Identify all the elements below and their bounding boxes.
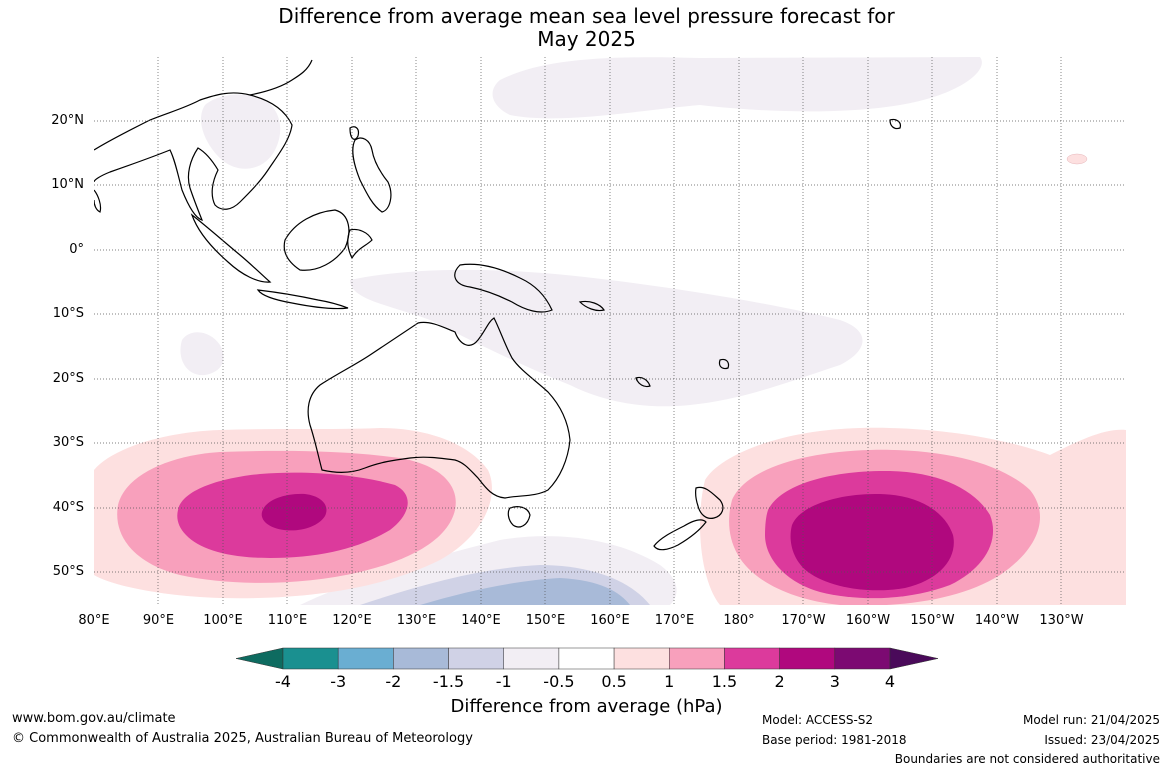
- colorbar-tick-label: 3: [829, 672, 840, 691]
- positive-anomaly-west-2: [261, 493, 327, 531]
- lon-label: 170°E: [654, 613, 695, 628]
- map-title-line2: May 2025: [537, 27, 636, 51]
- positive-anomaly-spot: [1066, 153, 1088, 165]
- colorbar-tick-label: 1: [664, 672, 675, 691]
- lat-label-40s: 40°S: [52, 500, 84, 515]
- footer-url: www.bom.gov.au/climate: [12, 711, 176, 726]
- colorbar: [235, 647, 939, 670]
- colorbar-bin: [724, 647, 780, 670]
- lon-label: 130°W: [1039, 613, 1084, 628]
- lon-label: 80°E: [78, 613, 110, 628]
- sumatra-coast: [190, 213, 272, 283]
- colorbar-bin: [503, 647, 560, 670]
- lon-label: 110°E: [267, 613, 308, 628]
- lon-label: 180°: [723, 613, 755, 628]
- footer-copyright: © Commonwealth of Australia 2025, Austra…: [12, 731, 473, 746]
- colorbar-bin: [558, 647, 615, 670]
- colorbar-tick-label: 1.5: [711, 672, 738, 691]
- footer-model-run: Model run: 21/04/2025: [1022, 713, 1160, 727]
- map-title-line1: Difference from average mean sea level p…: [278, 4, 895, 28]
- colorbar-tick-label: 2: [774, 672, 785, 691]
- footer-base-period: Base period: 1981-2018: [762, 733, 907, 747]
- colorbar-bin: [393, 647, 449, 670]
- lat-label-0: 0°: [69, 242, 84, 257]
- new-zealand-coast: [695, 486, 724, 519]
- lat-label-50s: 50°S: [52, 564, 84, 579]
- footer-issued: Issued: 23/04/2025: [1044, 733, 1160, 747]
- lon-label: 100°E: [203, 613, 243, 628]
- pressure-anomaly-field: [94, 57, 1126, 605]
- colorbar-bin: [337, 647, 394, 670]
- colorbar-arrow-high: [889, 647, 939, 670]
- lon-label: 170°W: [781, 613, 826, 628]
- lon-label: 130°E: [396, 613, 437, 628]
- lon-label: 160°E: [590, 613, 630, 628]
- lon-label: 140°W: [974, 613, 1020, 628]
- lat-label-20s: 20°S: [52, 371, 84, 386]
- colorbar-tick-label: -2: [385, 672, 402, 691]
- lon-label: 120°E: [332, 613, 372, 628]
- colorbar-tick-label: -1.5: [432, 672, 465, 691]
- lon-label: 150°E: [525, 613, 566, 628]
- lon-label: 90°E: [142, 613, 175, 628]
- lat-label-30s: 30°S: [52, 435, 84, 450]
- australia-coast: [307, 317, 571, 499]
- negative-anomaly-south-pacific: [350, 269, 863, 407]
- positive-anomaly-east-2: [790, 493, 954, 591]
- lon-label: 140°E: [461, 613, 501, 628]
- footer-disclaimer: Boundaries are not considered authoritat…: [894, 752, 1160, 766]
- colorbar-arrow-low: [235, 647, 284, 670]
- colorbar-tick-label: -3: [330, 672, 347, 691]
- colorbar-tick-label: 0.5: [601, 672, 627, 691]
- negative-anomaly-south-asia: [201, 94, 281, 169]
- lat-label-20n: 20°N: [51, 113, 84, 128]
- colorbar-tick-label: -0.5: [543, 672, 575, 691]
- negative-anomaly-north-pacific: [492, 57, 982, 119]
- colorbar-title: Difference from average (hPa): [450, 696, 723, 717]
- colorbar-bin: [779, 647, 836, 670]
- colorbar-bin: [669, 647, 725, 670]
- colorbar-bin: [613, 647, 670, 670]
- colorbar-bin: [448, 647, 504, 670]
- lon-label: 160°W: [845, 613, 891, 628]
- colorbar-bin: [282, 647, 339, 670]
- colorbar-tick-label: -1: [495, 672, 512, 691]
- new-guinea-coast: [454, 263, 553, 313]
- lat-label-10s: 10°S: [52, 306, 84, 321]
- colorbar-tick-label: -4: [275, 672, 291, 691]
- footer-model: Model: ACCESS-S2: [762, 713, 874, 727]
- tasmania-coast: [507, 506, 531, 528]
- lat-label-10n: 10°N: [51, 177, 84, 192]
- colorbar-tick-label: 4: [884, 672, 896, 691]
- graticule: [94, 57, 1126, 605]
- negative-anomaly-indian-ocean: [180, 332, 224, 376]
- colorbar-bin: [834, 647, 891, 670]
- philippines-coast: [352, 137, 392, 213]
- borneo-coast: [283, 209, 350, 271]
- java-coast: [256, 289, 349, 310]
- lon-label: 150°W: [910, 613, 955, 628]
- coastlines: [94, 59, 901, 551]
